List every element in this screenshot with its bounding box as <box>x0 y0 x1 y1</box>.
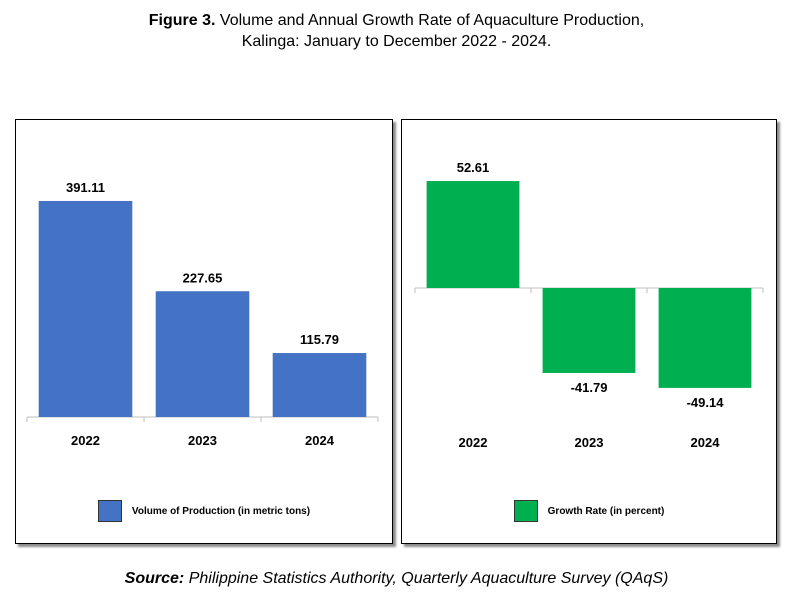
bar-2024 <box>658 288 752 388</box>
data-label-2023: 227.65 <box>183 270 223 285</box>
data-label-2022: 52.61 <box>457 160 490 175</box>
figure-title: Figure 3. Volume and Annual Growth Rate … <box>0 10 793 52</box>
data-label-2022: 391.11 <box>66 180 105 195</box>
figure-title-text: Volume and Annual Growth Rate of Aquacul… <box>219 12 645 29</box>
growth-legend-label: Growth Rate (in percent) <box>547 505 665 517</box>
tick-label-2023: 2023 <box>188 433 217 448</box>
figure-title-line1: Figure 3. Volume and Annual Growth Rate … <box>0 10 793 31</box>
data-label-2023: -41.79 <box>571 380 608 395</box>
bar-2022 <box>426 181 520 288</box>
source-text: Philippine Statistics Authority, Quarter… <box>188 570 669 587</box>
figure-label: Figure 3. <box>148 12 216 29</box>
growth-legend: Growth Rate (in percent) <box>402 500 776 522</box>
tick-label-2024: 2024 <box>305 433 335 448</box>
tick-label-2022: 2022 <box>459 435 488 450</box>
source-label: Source: <box>124 570 185 587</box>
tick-label-2023: 2023 <box>575 435 604 450</box>
growth-legend-swatch <box>513 500 538 522</box>
data-label-2024: -49.14 <box>687 395 725 410</box>
bar-2024 <box>272 353 367 417</box>
volume-legend-swatch <box>97 500 122 522</box>
bar-2022 <box>38 200 133 417</box>
growth-chart: 52.61 2022 -41.79 2023 -49.14 2024 <box>414 160 764 450</box>
growth-chart-panel: 52.61 2022 -41.79 2023 -49.14 2024 Growth Rat… <box>401 119 777 544</box>
tick-label-2024: 2024 <box>691 435 721 450</box>
tick-label-2022: 2022 <box>71 433 100 448</box>
source-note: Source: Philippine Statistics Authority,… <box>0 570 793 588</box>
volume-legend-label: Volume of Production (in metric tons) <box>131 505 311 517</box>
figure-title-line2: Kalinga: January to December 2022 - 2024… <box>241 33 552 50</box>
volume-chart-panel: 391.11 2022 227.65 2023 115.79 2024 Volume of… <box>15 119 393 544</box>
bar-2023 <box>155 291 250 417</box>
bar-2023 <box>542 288 636 373</box>
data-label-2024: 115.79 <box>300 332 339 347</box>
volume-legend: Volume of Production (in metric tons) <box>16 500 392 522</box>
volume-chart: 391.11 2022 227.65 2023 115.79 2024 <box>26 180 379 448</box>
